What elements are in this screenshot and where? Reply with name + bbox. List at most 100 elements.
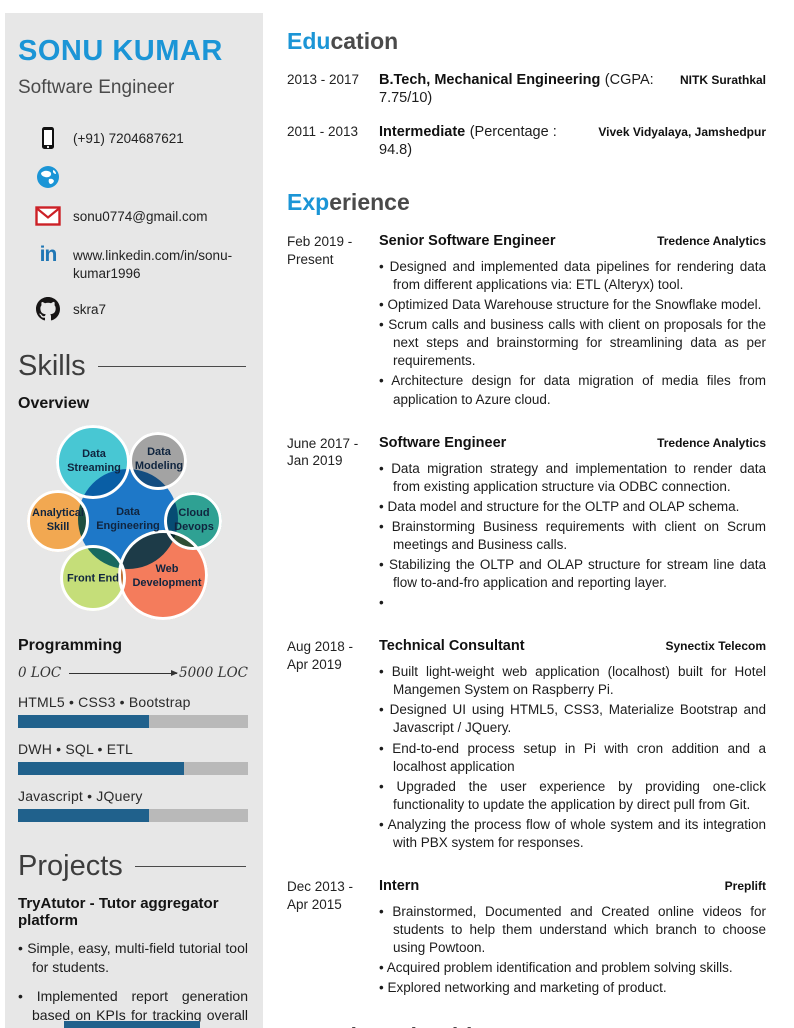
education-detail: (CGPA: 7.75/10) [379,72,654,106]
bullet-item: Optimized Data Warehouse structure for t… [379,296,766,314]
venn-label: Data Streaming [67,448,121,474]
bullet-item: Brainstormed, Documented and Created onl… [379,903,766,957]
experience-dates: Dec 2013 - Apr 2015 [287,879,354,912]
venn-label: Analytical Skill [32,507,84,533]
education-institution: Vivek Vidyalaya, Jamshedpur [598,125,766,139]
experience-bullet-list: Designed and implemented data pipelines … [379,258,766,409]
experience-heading: Experience [287,189,766,216]
bullet-item: Built light-weight web application (loca… [379,663,766,699]
skill-bar-fill [18,715,150,729]
loc-scale: 0 LOC 5000 LOC [18,665,248,681]
skill-bar-row: Javascript • JQuery [18,788,248,823]
phone-number: (+91) 7204687621 [73,131,184,146]
bullet-item: Brainstorming Business requirements with… [379,518,766,554]
experience-entry: Aug 2018 - Apr 2019 Technical Consultant… [287,638,766,854]
experience-title: Intern [379,878,420,895]
bullet-item: Analyzing the process flow of whole syst… [379,816,766,852]
bullet-item: Architecture design for data migration o… [379,372,766,408]
skill-bar-row: DWH • SQL • ETL [18,741,248,776]
bullet-item: Scrum calls and business calls with clie… [379,316,766,370]
skill-bar-track [18,762,248,776]
education-degree: B.Tech, Mechanical Engineering [379,72,601,88]
linkedin-icon: in [39,243,58,266]
venn-label: Cloud Devops [174,507,214,533]
skills-heading-text: Skills [18,350,86,383]
experience-dates: Aug 2018 - Apr 2019 [287,639,354,672]
venn-label: Web Development [132,563,202,589]
experience-title: Technical Consultant [379,638,525,655]
skill-bar-track [18,809,248,823]
skill-bar-label: Javascript • JQuery [18,788,143,805]
education-entry: 2013 - 2017 B.Tech, Mechanical Engineeri… [287,71,766,107]
person-name: SONU KUMAR [18,35,223,67]
awards-heading-accent: Awa [287,1023,334,1028]
bullet-item: Data model and structure for the OLTP an… [379,498,766,516]
venn-label: Data Engineering [96,506,160,532]
education-detail: (Percentage : 94.8) [379,124,557,158]
skill-bar-row: HTML5 • CSS3 • Bootstrap [18,694,248,729]
experience-title: Senior Software Engineer [379,233,556,249]
bullet-item: Stabilizing the OLTP and OLAP structure … [379,556,766,592]
education-degree: Intermediate [379,124,466,140]
project-bullet-list: Simple, easy, multi-field tutorial tool … [18,939,248,1028]
phone-icon [35,125,61,151]
overview-label: Overview [18,395,90,413]
github-username: skra7 [73,302,107,318]
experience-entry: June 2017 - Jan 2019 Software Engineer T… [287,435,766,615]
experience-company: Tredence Analytics [657,234,766,248]
bullet-item: Designed and implemented data pipelines … [379,258,766,294]
email-address: sonu0774@gmail.com [73,209,208,224]
experience-bullet-list: Built light-weight web application (loca… [379,663,766,852]
main-column: Education 2013 - 2017 B.Tech, Mechanical… [263,0,794,1028]
venn-ring [27,490,89,553]
experience-company: Tredence Analytics [657,435,766,450]
contact-phone: (+91) 7204687621 [18,125,248,151]
education-heading-rest: cation [330,28,399,54]
email-icon [35,203,61,229]
experience-heading-accent: Exp [287,189,330,215]
contact-github[interactable]: skra7 [18,296,248,322]
awards-heading: Awards and Achievements [287,1023,766,1028]
skill-bar-label: DWH • SQL • ETL [18,741,133,758]
experience-entry: Dec 2013 - Apr 2015 Intern Preplift Brai… [287,878,766,999]
skills-heading: Skills [18,350,248,383]
heading-rule [134,866,246,868]
loc-arrow [69,669,178,676]
experience-dates: June 2017 - Jan 2019 [287,435,359,469]
programming-label: Programming [18,637,123,655]
loc-min-label: 0 LOC [18,665,62,682]
skill-bar-label: HTML5 • CSS3 • Bootstrap [18,694,191,711]
github-icon [35,296,61,322]
linkedin-url: www.linkedin.com/in/sonu-kumar1996 [73,248,233,282]
experience-title: Software Engineer [379,434,507,451]
education-dates: 2011 - 2013 [287,124,359,139]
projects-heading-text: Projects [18,850,123,883]
bullet-item: Acquired problem identification and prob… [379,959,766,977]
loc-max-label: 5000 LOC [178,665,248,682]
experience-bullet-list: Data migration strategy and implementati… [379,460,766,613]
experience-bullet-list: Brainstormed, Documented and Created onl… [379,903,766,997]
venn-label: Data Modeling [134,446,184,472]
contact-website[interactable] [18,164,248,190]
globe-icon [35,164,61,190]
contact-email[interactable]: sonu0774@gmail.com [18,203,248,229]
bullet-item: Designed UI using HTML5, CSS3, Materiali… [379,701,766,737]
skills-venn-diagram: Data Streaming Data Modeling Analytical … [18,417,248,625]
bullet-item: Explored networking and marketing of pro… [379,979,766,997]
projects-heading: Projects [18,850,248,883]
partial-skill-bar [64,1021,200,1028]
experience-heading-rest: erience [329,189,410,215]
venn-ring [118,530,208,621]
skill-bar-track [18,715,248,729]
education-heading: Education [287,28,766,55]
bullet-item: Simple, easy, multi-field tutorial tool … [18,939,248,976]
venn-label: Front End [67,572,119,585]
contact-linkedin[interactable]: in www.linkedin.com/in/sonu-kumar1996 [18,242,248,283]
project-title: TryAtutor - Tutor aggregator platform [18,895,219,930]
heading-rule [97,366,246,368]
skill-bar-fill [18,809,150,823]
education-entry: 2011 - 2013 Intermediate (Percentage : 9… [287,123,766,159]
education-heading-accent: Edu [287,28,331,54]
experience-entry: Feb 2019 - Present Senior Software Engin… [287,233,766,411]
